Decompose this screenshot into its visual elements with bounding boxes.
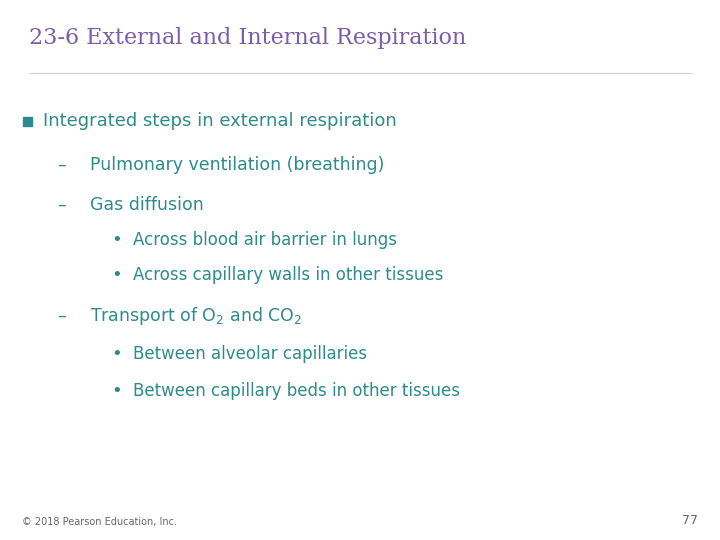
Text: Transport of O$_{\mathregular{2}}$ and CO$_{\mathregular{2}}$: Transport of O$_{\mathregular{2}}$ and C… (90, 305, 302, 327)
Text: Between capillary beds in other tissues: Between capillary beds in other tissues (133, 382, 460, 401)
Text: 23-6 External and Internal Respiration: 23-6 External and Internal Respiration (29, 27, 466, 49)
Text: Gas diffusion: Gas diffusion (90, 196, 204, 214)
Bar (23, 117, 32, 126)
Text: –: – (58, 196, 66, 214)
Text: •: • (112, 382, 122, 401)
Text: Pulmonary ventilation (breathing): Pulmonary ventilation (breathing) (90, 156, 384, 174)
Text: –: – (58, 307, 66, 325)
Text: Across capillary walls in other tissues: Across capillary walls in other tissues (133, 266, 444, 285)
Text: © 2018 Pearson Education, Inc.: © 2018 Pearson Education, Inc. (22, 516, 176, 526)
Text: •: • (112, 266, 122, 285)
Text: Between alveolar capillaries: Between alveolar capillaries (133, 345, 367, 363)
Text: •: • (112, 231, 122, 249)
Text: –: – (58, 156, 66, 174)
Text: •: • (112, 345, 122, 363)
Text: Integrated steps in external respiration: Integrated steps in external respiration (43, 112, 397, 131)
Text: 77: 77 (683, 514, 698, 526)
Text: Across blood air barrier in lungs: Across blood air barrier in lungs (133, 231, 397, 249)
